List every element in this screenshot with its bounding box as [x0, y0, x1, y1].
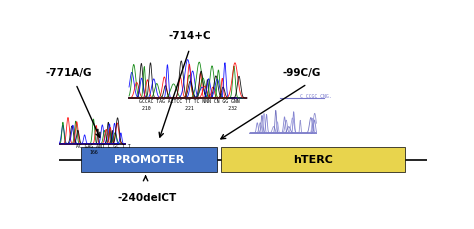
Text: PROMOTER: PROMOTER	[114, 155, 184, 165]
Bar	[221, 147, 404, 172]
Text: AC GAG ANT C GC T T: AC GAG ANT C GC T T	[76, 144, 130, 149]
Text: -771A/G: -771A/G	[45, 68, 91, 78]
Text: -714+C: -714+C	[168, 31, 211, 41]
Text: GCCAC TAG ACTCC TT TC NNN CN GG GNN: GCCAC TAG ACTCC TT TC NNN CN GG GNN	[139, 99, 240, 104]
Text: C CCGC CNG.: C CCGC CNG.	[300, 95, 331, 99]
Text: -240delCT: -240delCT	[118, 193, 177, 203]
Text: hTERC: hTERC	[293, 155, 333, 165]
Text: 166: 166	[90, 150, 99, 155]
Text: -99C/G: -99C/G	[283, 68, 321, 78]
Text: 210            221            232: 210 221 232	[142, 106, 237, 111]
Bar	[82, 147, 217, 172]
